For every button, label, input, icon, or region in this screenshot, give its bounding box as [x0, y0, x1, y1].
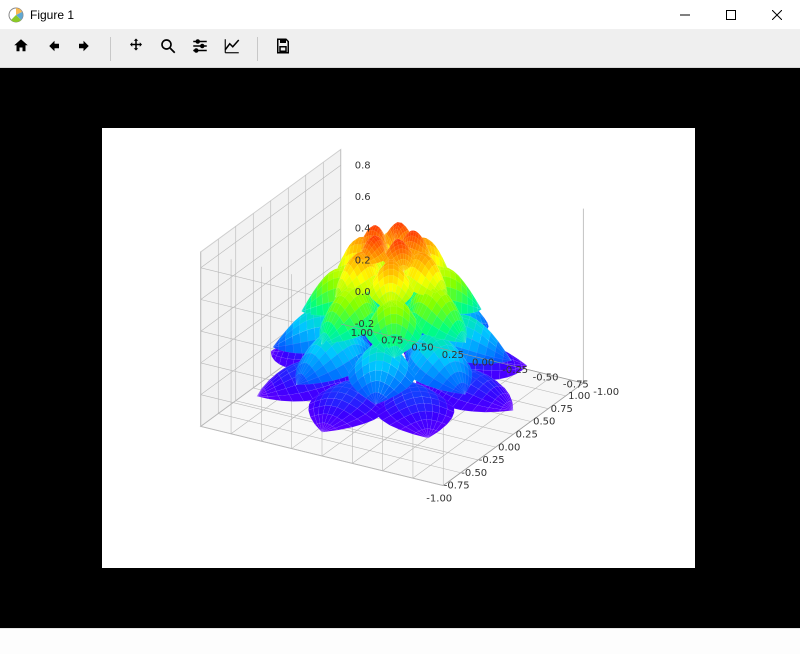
matplotlib-toolbar — [0, 30, 800, 68]
svg-text:0.75: 0.75 — [381, 335, 403, 346]
move-icon — [127, 37, 145, 60]
svg-text:-0.2: -0.2 — [355, 319, 375, 330]
chart-line-icon — [223, 37, 241, 60]
svg-text:0.50: 0.50 — [411, 343, 433, 354]
svg-text:0.00: 0.00 — [472, 357, 494, 368]
svg-text:0.8: 0.8 — [355, 160, 371, 171]
arrow-left-icon — [44, 37, 62, 60]
svg-text:0.25: 0.25 — [516, 429, 538, 440]
svg-text:0.6: 0.6 — [355, 192, 371, 203]
svg-text:0.75: 0.75 — [551, 404, 573, 415]
matplotlib-app-icon — [8, 7, 24, 23]
window-minimize-button[interactable] — [662, 0, 708, 30]
svg-text:0.2: 0.2 — [355, 255, 371, 266]
back-button[interactable] — [38, 34, 68, 64]
svg-text:-0.75: -0.75 — [444, 481, 470, 492]
svg-text:-0.50: -0.50 — [533, 372, 559, 383]
configure-subplots-button[interactable] — [185, 34, 215, 64]
save-icon — [274, 37, 292, 60]
svg-text:0.25: 0.25 — [442, 350, 464, 361]
svg-text:-0.25: -0.25 — [502, 365, 528, 376]
window-maximize-button[interactable] — [708, 0, 754, 30]
zoom-button[interactable] — [153, 34, 183, 64]
save-button[interactable] — [268, 34, 298, 64]
window-title: Figure 1 — [30, 8, 74, 22]
window-close-button[interactable] — [754, 0, 800, 30]
figure-panel[interactable]: -1.00-0.75-0.50-0.250.000.250.500.751.00… — [102, 128, 695, 568]
svg-text:-0.50: -0.50 — [461, 468, 487, 479]
window-titlebar: Figure 1 — [0, 0, 800, 30]
forward-button[interactable] — [70, 34, 100, 64]
svg-text:1.00: 1.00 — [568, 391, 590, 402]
svg-text:-1.00: -1.00 — [593, 387, 619, 398]
svg-text:0.4: 0.4 — [355, 224, 371, 235]
svg-text:0.0: 0.0 — [355, 287, 371, 298]
edit-axis-button[interactable] — [217, 34, 247, 64]
toolbar-separator — [110, 37, 111, 61]
svg-text:-0.75: -0.75 — [563, 380, 589, 391]
svg-text:0.50: 0.50 — [533, 417, 555, 428]
home-icon — [12, 37, 30, 60]
home-button[interactable] — [6, 34, 36, 64]
svg-text:-0.25: -0.25 — [479, 455, 505, 466]
sliders-icon — [191, 37, 209, 60]
figure-canvas-background: -1.00-0.75-0.50-0.250.000.250.500.751.00… — [0, 68, 800, 628]
arrow-right-icon — [76, 37, 94, 60]
axes-3d: -1.00-0.75-0.50-0.250.000.250.500.751.00… — [102, 128, 695, 568]
pan-button[interactable] — [121, 34, 151, 64]
zoom-icon — [159, 37, 177, 60]
svg-text:0.00: 0.00 — [498, 442, 520, 453]
statusbar — [0, 628, 800, 654]
toolbar-separator — [257, 37, 258, 61]
svg-text:-1.00: -1.00 — [426, 494, 452, 505]
